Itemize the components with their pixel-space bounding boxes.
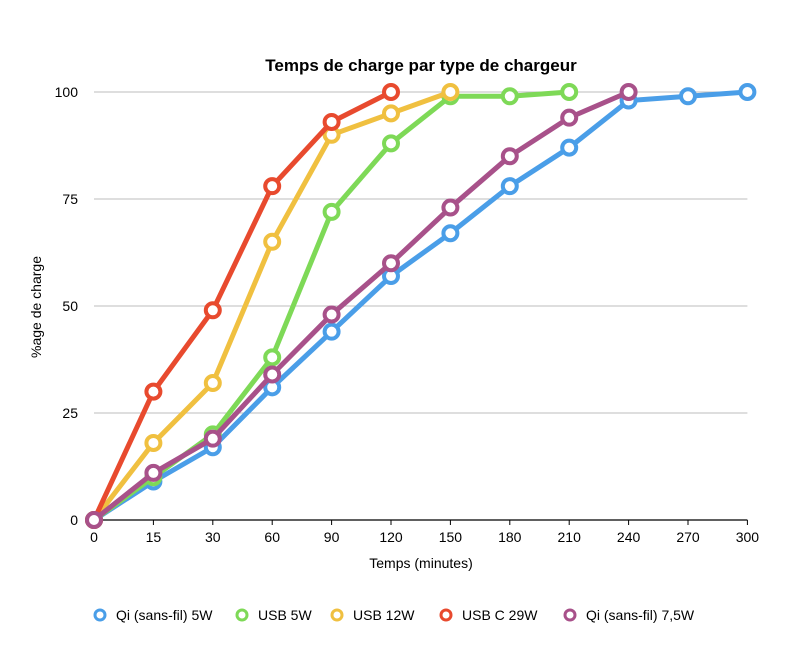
data-point — [263, 177, 282, 196]
series-4 — [85, 83, 638, 529]
data-point — [144, 433, 163, 452]
chart-title: Temps de charge par type de chargeur — [265, 56, 577, 75]
legend-item: USB 5W — [235, 607, 312, 623]
data-point — [322, 112, 341, 131]
series-line — [91, 89, 394, 523]
data-point — [560, 83, 579, 101]
data-point — [382, 104, 400, 123]
data-point — [679, 87, 697, 106]
data-point — [500, 87, 519, 106]
data-point — [500, 147, 519, 166]
legend-item: USB 12W — [330, 607, 415, 623]
legend-label: USB 12W — [353, 607, 415, 623]
legend-item: Qi (sans-fil) 7,5W — [563, 607, 695, 623]
x-tick-label: 15 — [146, 529, 162, 545]
data-point — [144, 463, 163, 482]
series-line — [91, 89, 750, 523]
x-tick-label: 0 — [90, 529, 98, 545]
x-tick-label: 30 — [205, 529, 221, 545]
legend-label: USB 5W — [258, 607, 312, 623]
data-point — [322, 305, 341, 324]
legend-label: Qi (sans-fil) 5W — [116, 607, 213, 623]
data-point — [322, 322, 341, 341]
legend-marker — [93, 608, 107, 622]
data-point — [203, 374, 222, 393]
x-tick-label: 210 — [558, 529, 582, 545]
legend-marker — [330, 608, 344, 622]
data-point — [203, 429, 222, 448]
x-tick-label: 180 — [498, 529, 522, 545]
legend-label: USB C 29W — [462, 607, 538, 623]
data-point — [560, 108, 579, 127]
data-point — [203, 301, 222, 320]
legend: Qi (sans-fil) 5W USB 5W USB 12W USB C 29W Qi… — [93, 607, 695, 623]
legend-item: Qi (sans-fil) 5W — [93, 607, 213, 623]
x-axis-title: Temps (minutes) — [369, 555, 472, 571]
data-point — [382, 83, 400, 101]
legend-marker — [563, 608, 577, 622]
data-point — [85, 511, 103, 529]
x-tick-label: 90 — [324, 529, 340, 545]
data-point — [560, 138, 579, 157]
data-point — [441, 224, 460, 243]
x-tick-label: 300 — [736, 529, 760, 545]
x-axis-ticks: 0 15 30 60 90 120 150 180 210 240 270 300 — [90, 520, 759, 545]
legend-marker — [439, 608, 453, 622]
data-point — [144, 382, 163, 401]
x-tick-label: 270 — [676, 529, 700, 545]
y-tick-label: 100 — [55, 84, 79, 100]
series-line — [91, 89, 632, 523]
data-point — [619, 83, 638, 101]
series-3 — [85, 83, 400, 529]
gridlines — [94, 91, 748, 521]
data-point — [322, 202, 341, 221]
data-point — [441, 198, 460, 217]
y-axis-title: %age de charge — [28, 256, 44, 358]
data-point — [500, 177, 519, 196]
legend-marker — [235, 608, 249, 622]
legend-item: USB C 29W — [439, 607, 538, 623]
x-tick-label: 120 — [379, 529, 403, 545]
y-tick-label: 25 — [62, 405, 78, 421]
y-tick-label: 0 — [70, 512, 78, 528]
data-point — [263, 232, 282, 251]
data-point — [738, 83, 757, 101]
x-tick-label: 60 — [264, 529, 280, 545]
data-point — [382, 134, 400, 153]
legend-label: Qi (sans-fil) 7,5W — [586, 607, 695, 623]
series-layer — [85, 83, 757, 529]
data-point — [441, 83, 460, 101]
y-tick-label: 75 — [62, 191, 78, 207]
data-point — [263, 348, 282, 367]
y-axis-ticks: 0 25 50 75 100 — [55, 84, 79, 528]
x-tick-label: 240 — [617, 529, 641, 545]
data-point — [382, 254, 400, 273]
data-point — [263, 365, 282, 384]
x-tick-label: 150 — [439, 529, 463, 545]
y-tick-label: 50 — [62, 298, 78, 314]
